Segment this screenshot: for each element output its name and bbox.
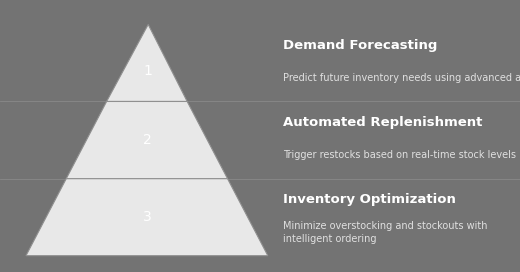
Text: Demand Forecasting: Demand Forecasting: [283, 39, 438, 52]
Text: 1: 1: [144, 64, 153, 78]
Polygon shape: [66, 101, 228, 179]
Text: 3: 3: [142, 210, 151, 224]
Text: Automated Replenishment: Automated Replenishment: [283, 116, 483, 129]
Polygon shape: [26, 179, 268, 256]
Text: Minimize overstocking and stockouts with
intelligent ordering: Minimize overstocking and stockouts with…: [283, 221, 488, 244]
Text: Inventory Optimization: Inventory Optimization: [283, 193, 456, 206]
Text: Trigger restocks based on real-time stock levels: Trigger restocks based on real-time stoc…: [283, 150, 516, 160]
Polygon shape: [107, 24, 187, 101]
Text: 2: 2: [142, 133, 151, 147]
Text: Predict future inventory needs using advanced analytics: Predict future inventory needs using adv…: [283, 73, 520, 83]
